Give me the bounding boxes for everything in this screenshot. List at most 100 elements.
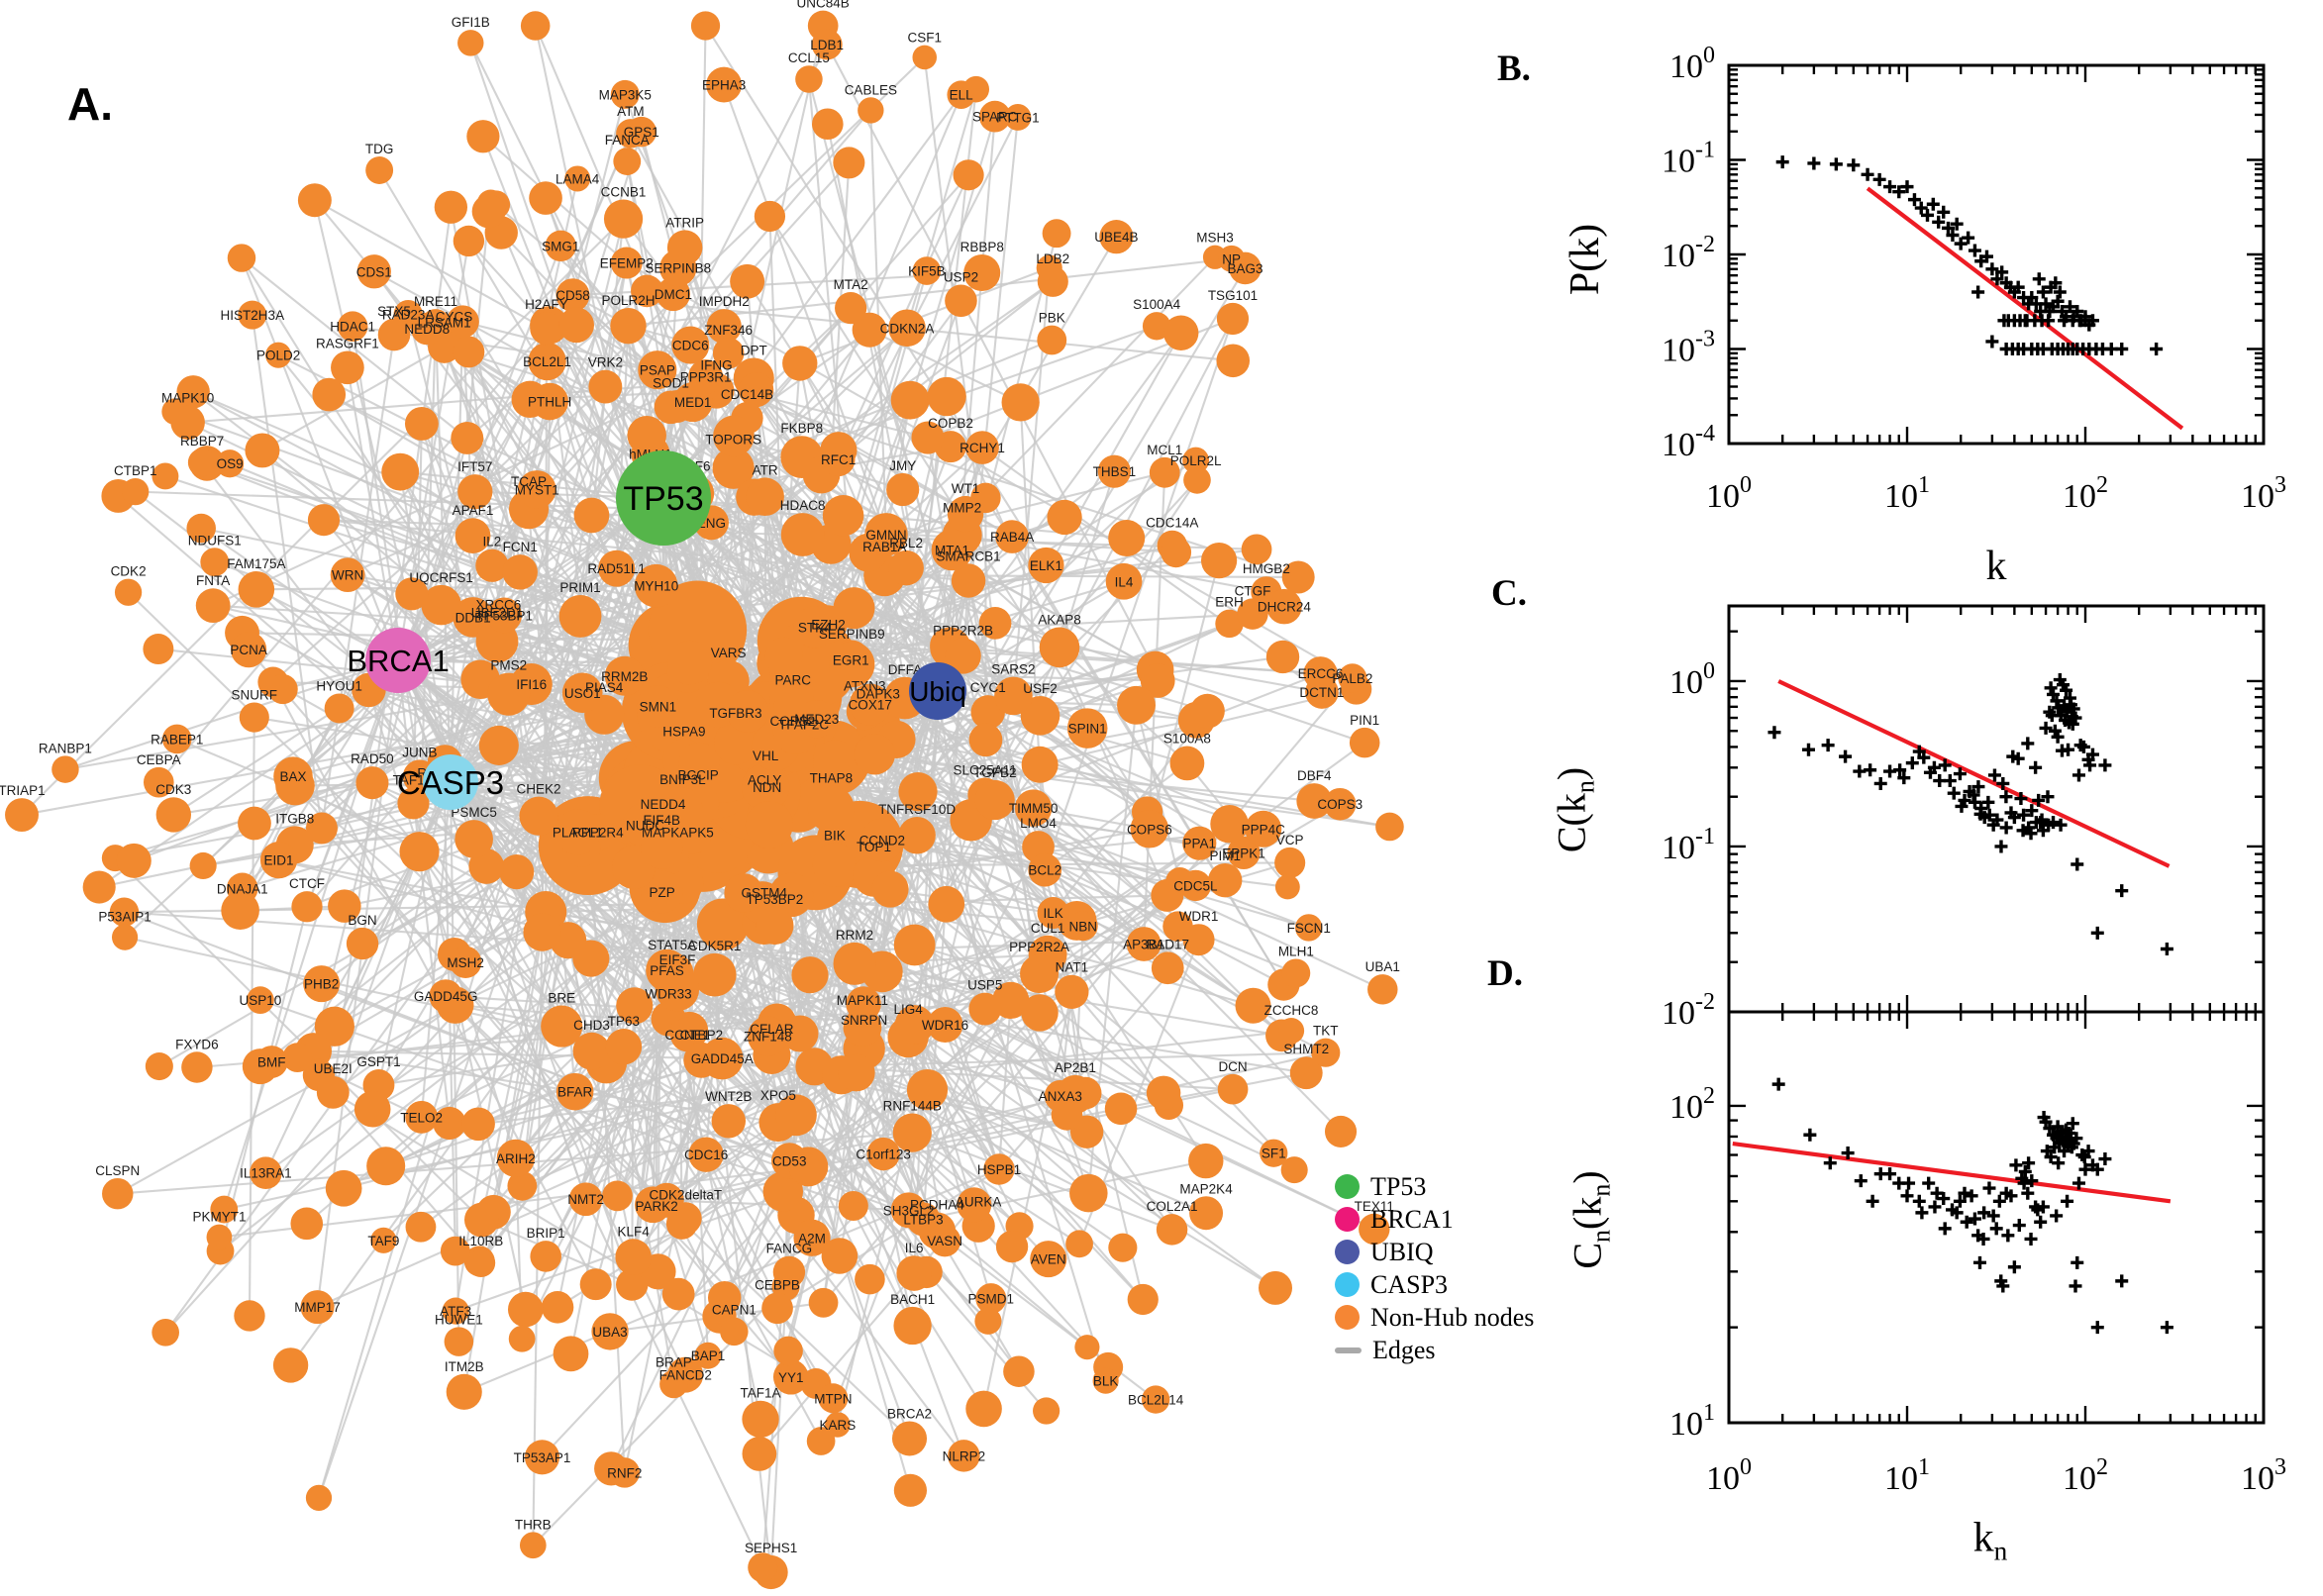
- non-hub-node: [312, 377, 347, 412]
- non-hub-node: [466, 1248, 496, 1278]
- non-hub-node: [143, 766, 174, 798]
- non-hub-node: [487, 672, 531, 716]
- edge-line: [135, 490, 579, 834]
- non-hub-node: [1099, 220, 1134, 254]
- non-hub-node: [724, 873, 763, 913]
- edge-line: [610, 835, 919, 1469]
- edge-line: [815, 718, 1090, 1194]
- non-hub-node: [1182, 924, 1215, 956]
- non-hub-node: [1151, 878, 1184, 912]
- edge-line: [704, 25, 1048, 566]
- edge-line: [1148, 559, 1221, 830]
- non-hub-node: [1162, 315, 1199, 350]
- non-hub-node: [890, 380, 930, 420]
- non-hub-node: [1260, 1139, 1288, 1167]
- non-hub-node: [170, 405, 205, 441]
- non-hub-node: [891, 1421, 928, 1456]
- axis-label-part: C: [1565, 1242, 1610, 1269]
- x-tick-label: 101: [1884, 1454, 1930, 1497]
- non-hub-node: [781, 1015, 819, 1052]
- non-hub-node: [1020, 696, 1060, 736]
- non-hub-node: [1130, 809, 1169, 848]
- edge-line: [64, 659, 399, 771]
- plot-box: [1727, 604, 2266, 1014]
- non-hub-node: [1028, 852, 1062, 887]
- non-hub-node: [1259, 1270, 1293, 1305]
- data-point: [1907, 193, 1921, 207]
- non-hub-node: [238, 300, 267, 330]
- non-hub-node: [305, 1484, 333, 1512]
- y-tick-label: 100: [1669, 658, 1715, 701]
- non-hub-node: [678, 742, 720, 783]
- non-hub-node: [963, 253, 1001, 292]
- non-hub-node: [712, 337, 745, 369]
- edge-line: [826, 44, 1157, 670]
- non-hub-node: [478, 725, 519, 765]
- non-hub-node: [1183, 466, 1211, 494]
- non-hub-node: [812, 108, 844, 141]
- non-hub-node: [5, 798, 39, 833]
- non-hub-node: [297, 183, 332, 218]
- non-hub-node: [945, 284, 977, 318]
- non-hub-node: [303, 965, 341, 1003]
- non-hub-node: [1338, 663, 1367, 693]
- non-hub-node: [838, 1053, 875, 1092]
- non-hub-node: [206, 1224, 233, 1250]
- non-hub-node: [602, 1180, 633, 1212]
- edge-line: [332, 1091, 482, 1264]
- edge-line: [450, 44, 829, 783]
- non-hub-node: [1149, 456, 1180, 488]
- non-hub-node: [812, 740, 858, 785]
- non-hub-node: [928, 1225, 961, 1257]
- edge-line: [532, 401, 552, 1546]
- non-hub-node: [507, 1291, 544, 1328]
- non-hub-node: [1028, 547, 1064, 584]
- edge-line: [239, 437, 468, 912]
- axis-label-k: k: [1986, 543, 2007, 590]
- non-hub-node: [1108, 519, 1146, 557]
- non-hub-node: [502, 554, 538, 590]
- non-hub-node: [591, 1313, 629, 1350]
- non-hub-node: [356, 254, 391, 289]
- non-hub-node: [238, 571, 275, 608]
- non-hub-node: [712, 447, 755, 489]
- non-hub-node: [1161, 537, 1192, 568]
- non-hub-node: [978, 100, 1011, 133]
- labels-layer: DAPK3IFT57FANCD2CYC1HUWE1HSPA9LIG4IFNGAT…: [0, 0, 1400, 1555]
- non-hub-node: [496, 1139, 535, 1177]
- edge-line: [117, 495, 452, 783]
- non-hub-node: [947, 495, 984, 533]
- non-hub-node: [267, 673, 298, 705]
- edge-line: [1073, 926, 1084, 1095]
- non-hub-node: [820, 432, 858, 469]
- data-point: [2061, 1194, 2074, 1208]
- non-hub-node: [404, 406, 439, 441]
- axis-label-part: n: [1586, 1183, 1616, 1197]
- edge-line: [117, 1004, 456, 1195]
- legend-dot-icon: [1335, 1305, 1360, 1330]
- non-hub-node: [1030, 1241, 1067, 1278]
- non-hub-node: [957, 1187, 992, 1223]
- non-hub-node: [671, 326, 710, 364]
- data-point: [1873, 776, 1887, 790]
- data-point: [1864, 763, 1877, 777]
- data-point: [1915, 1206, 1929, 1220]
- non-hub-node: [1066, 708, 1108, 748]
- non-hub-node: [659, 1369, 688, 1399]
- non-hub-node: [893, 1473, 928, 1507]
- non-hub-node: [82, 870, 116, 904]
- non-hub-node: [290, 1207, 324, 1241]
- edge-line: [527, 509, 576, 1092]
- non-hub-node: [305, 812, 338, 845]
- non-hub-node: [429, 979, 463, 1013]
- non-hub-node: [354, 1090, 391, 1128]
- non-hub-node: [927, 1006, 963, 1044]
- data-point: [2070, 1255, 2084, 1269]
- edge-line: [950, 647, 1321, 675]
- non-hub-node: [1295, 914, 1323, 942]
- non-hub-node: [471, 194, 506, 229]
- legend-dot-icon: [1335, 1174, 1360, 1199]
- edge-line: [289, 803, 699, 1366]
- non-hub-node: [780, 513, 825, 556]
- edge-line: [477, 939, 1199, 1126]
